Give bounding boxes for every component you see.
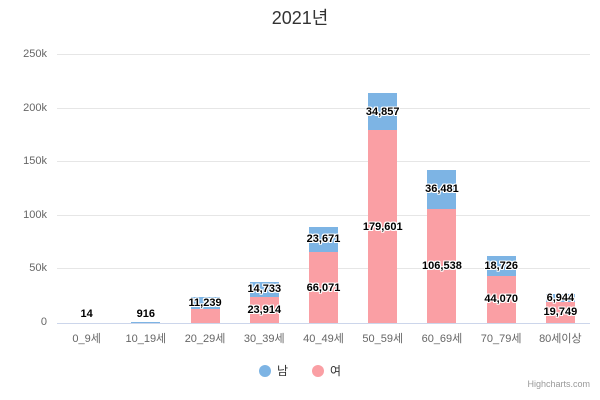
bar-segment-남-50_59세[interactable] [368,93,398,131]
legend-marker-icon [258,364,271,377]
y-axis-tick-label: 0 [40,316,47,328]
data-label-여-70_79세: 44,070 [484,293,518,306]
x-axis-label-20_29세: 20_29세 [184,333,226,345]
data-label-남-0_9세: 14 [80,308,93,320]
x-axis-line [57,323,590,324]
data-label-여-50_59세: 179,601 [362,220,403,233]
y-axis-tick-label: 50k [29,262,47,275]
highcharts-credit[interactable]: Highcharts.com [527,379,590,389]
legend-label: 여 [330,364,342,378]
data-label-남-80세이상: 6,944 [546,292,575,305]
bar-segment-남-30_39세[interactable] [249,281,279,298]
bar-segment-남-60_69세[interactable] [427,169,457,209]
bar-segment-남-10_19세[interactable] [131,322,161,323]
bar-segment-남-20_29세[interactable] [190,297,220,310]
bar-segment-여-80세이상[interactable] [545,301,575,323]
data-label-남-10_19세: 916 [136,308,156,320]
data-label-남-70_79세: 18,726 [484,259,518,272]
data-label-여-60_69세: 106,538 [422,259,462,272]
gridline [57,107,590,109]
data-label-여-80세이상: 19,749 [543,306,578,319]
x-axis-label-0_9세: 0_9세 [72,333,101,345]
legend-item-남[interactable]: 남 [258,362,288,379]
x-axis-label-30_39세: 30_39세 [243,333,285,345]
x-axis-label-80세이상: 80세이상 [539,333,582,345]
x-axis-label-50_59세: 50_59세 [362,333,404,345]
bar-segment-여-30_39세[interactable] [249,297,279,323]
y-axis-tick-label: 200k [23,101,47,114]
data-label-여-30_39세: 23,914 [247,304,282,317]
bar-segment-남-40_49세[interactable] [309,226,338,253]
data-label-남-50_59세: 34,857 [365,105,400,118]
data-label-남-30_39세: 14,733 [247,283,282,296]
y-axis-tick-label: 250k [23,48,47,60]
plot-area: 14 916 11,239 23,914 14,733 66,071 23,671 179,6… [57,54,590,324]
x-axis-label-60_69세: 60_69세 [421,333,463,345]
data-label-남-60_69세: 36,481 [425,183,459,196]
gridline [57,161,590,163]
bar-segment-여-70_79세[interactable] [486,275,516,323]
x-axis-label-40_49세: 40_49세 [303,333,344,345]
y-axis-tick-label: 100k [23,208,47,221]
bar-segment-남-80세이상[interactable] [545,294,575,302]
x-axis-label-10_19세: 10_19세 [125,333,167,345]
bar-segment-여-50_59세[interactable] [368,130,398,323]
bar-segment-여-40_49세[interactable] [309,252,338,323]
gridline [57,214,590,216]
data-label-남-40_49세: 23,671 [306,233,341,246]
legend-marker-icon [312,364,324,377]
y-axis-tick-label: 150k [23,155,47,168]
legend-label: 남 [276,364,288,378]
chart-title: 2021년 [271,8,329,28]
data-label-남-20_29세: 11,239 [188,297,222,310]
bar-segment-여-60_69세[interactable] [427,208,457,323]
bar-segment-남-70_79세[interactable] [486,255,516,276]
gridline [57,54,590,55]
bar-segment-여-20_29세[interactable] [190,309,220,323]
data-label-여-40_49세: 66,071 [306,281,341,294]
legend-item-여[interactable]: 여 [312,362,341,379]
x-axis-label-70_79세: 70_79세 [480,333,522,345]
